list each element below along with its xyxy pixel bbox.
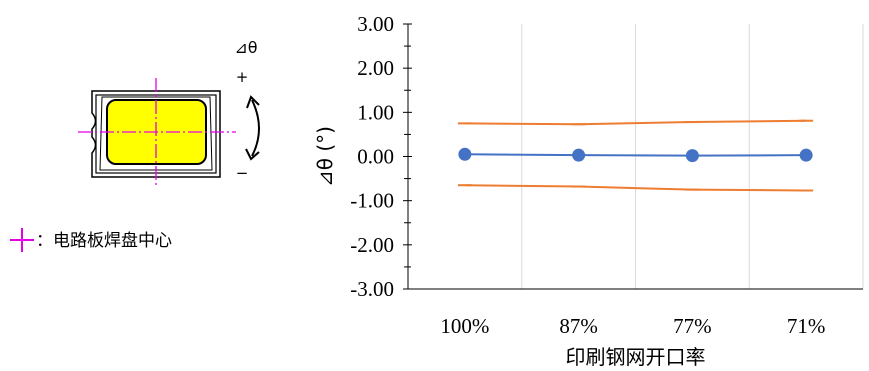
y-tick-label: -2.00: [350, 233, 394, 257]
x-axis-title: 印刷钢网开口率: [566, 345, 706, 369]
y-tick-label: 0.00: [357, 145, 394, 169]
y-tick-label: 2.00: [357, 56, 394, 80]
y-tick-label: 3.00: [357, 12, 394, 36]
plus-label: +: [236, 68, 249, 86]
chart: 3.00 2.00 1.00 0.00 -1.00 -2.00 -3.00 100% 87% 7…: [313, 12, 864, 369]
y-tick-label: -3.00: [350, 277, 394, 301]
y-axis: 3.00 2.00 1.00 0.00 -1.00 -2.00 -3.00: [350, 12, 412, 301]
rotation-arrow-head-top-icon: [246, 95, 260, 109]
x-tick-label: 77%: [673, 314, 712, 338]
y-tick-label: -1.00: [350, 189, 394, 213]
series-layer: [457, 119, 814, 192]
data-point: [799, 148, 813, 162]
led-diagram: ⊿θ + −: [78, 38, 260, 186]
data-point: [685, 149, 699, 163]
series-line: [464, 119, 807, 126]
x-tick-label: 71%: [787, 314, 826, 338]
angle-label: ⊿θ: [234, 38, 257, 57]
data-point: [458, 147, 472, 161]
y-axis-title: ⊿θ (°): [313, 126, 337, 187]
legend-pad-center: ：电路板焊盘中心: [10, 228, 172, 252]
legend-label: ：电路板焊盘中心: [36, 231, 172, 251]
series-line: [464, 153, 807, 157]
x-axis: 100% 87% 77% 71%: [408, 288, 863, 338]
chart-grid: [521, 24, 864, 289]
minus-label: −: [236, 164, 249, 182]
x-tick-label: 100%: [440, 314, 489, 338]
series-line: [464, 184, 807, 192]
rotation-arrow-head-bottom-icon: [245, 148, 260, 161]
rotation-arrow-icon: [251, 99, 260, 157]
data-point: [572, 148, 586, 162]
y-tick-label: 1.00: [357, 100, 394, 124]
x-tick-label: 87%: [559, 314, 598, 338]
